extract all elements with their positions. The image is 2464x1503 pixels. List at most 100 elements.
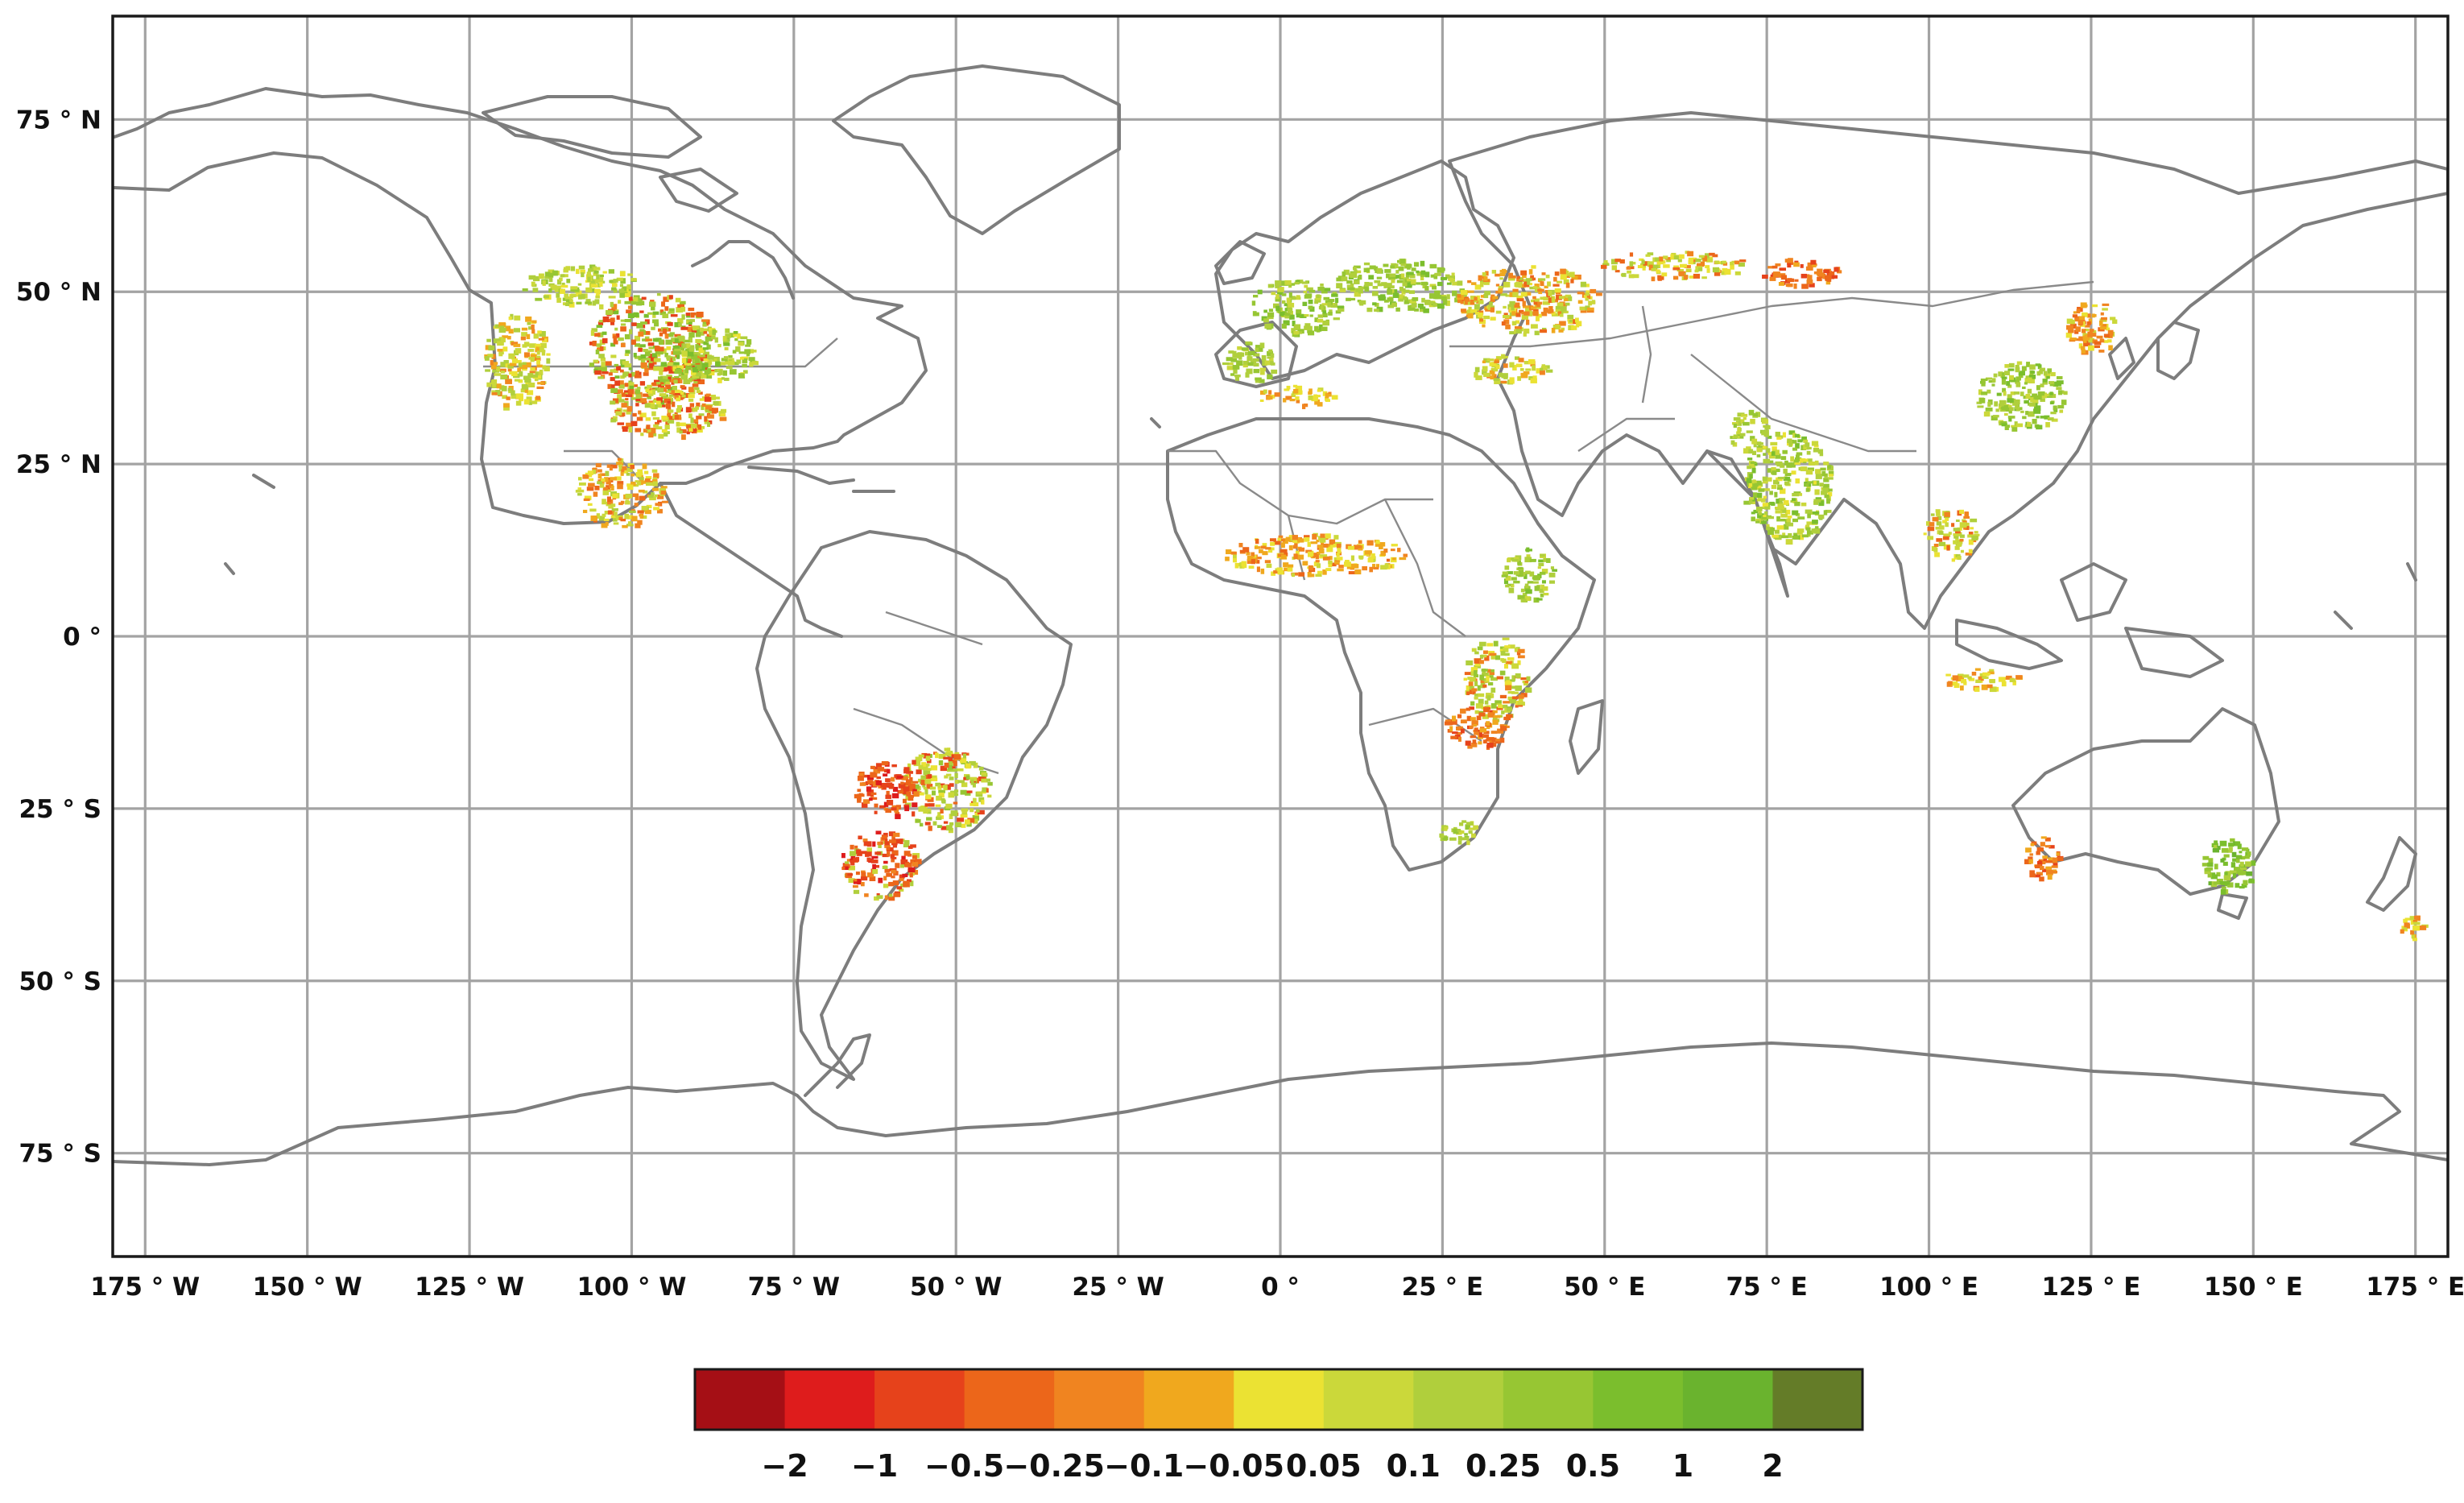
colorbar-frame: [693, 1368, 1864, 1431]
data-pixel: [1460, 728, 1465, 734]
lon-tick-label: 100 ° E: [1879, 1273, 1978, 1302]
data-pixel: [1509, 292, 1515, 297]
data-pixel: [935, 752, 939, 759]
data-pixel: [657, 387, 664, 393]
data-pixel: [1766, 477, 1772, 482]
data-pixel: [1283, 562, 1289, 568]
data-pixel: [666, 355, 671, 362]
colorbar-tick-label: 0.5: [1566, 1448, 1620, 1484]
data-pixel: [2007, 384, 2012, 388]
data-pixel: [695, 355, 702, 360]
data-pixel: [879, 841, 883, 845]
data-pixel: [733, 331, 738, 334]
data-pixel: [2022, 386, 2026, 389]
data-pixel: [657, 508, 663, 514]
data-pixel: [1967, 676, 1972, 680]
data-pixel: [877, 767, 885, 772]
data-pixel: [1417, 303, 1424, 308]
data-pixel: [1486, 675, 1494, 678]
data-pixel: [1399, 557, 1407, 561]
data-pixel: [1528, 269, 1533, 275]
data-pixel: [640, 398, 647, 404]
data-pixel: [1317, 287, 1325, 292]
data-pixel: [496, 366, 501, 372]
data-pixel: [1772, 470, 1777, 475]
data-pixel: [503, 405, 510, 411]
data-pixel: [1628, 274, 1635, 279]
data-pixel: [972, 814, 980, 821]
data-pixel: [892, 832, 900, 838]
axis-tick-labels: 175 ° W 150 ° W 125 ° W 100 ° W 75 ° W 50 ° W…: [16, 106, 2464, 1302]
data-pixel: [559, 277, 563, 282]
data-pixel: [1516, 295, 1523, 300]
data-pixel: [1533, 597, 1540, 603]
data-pixel: [546, 353, 551, 356]
data-pixel: [1531, 265, 1536, 269]
data-pixel: [701, 319, 709, 322]
colorbar: −2 −1 −0.5 −0.25 −0.1 −0.05 0.05 0.1 0.25 0.5 1 2: [693, 1368, 1864, 1484]
data-pixel: [1755, 486, 1762, 490]
data-pixel: [647, 366, 655, 371]
data-pixel: [1930, 513, 1935, 516]
data-pixel: [1960, 676, 1965, 680]
data-pixel: [1468, 830, 1473, 834]
data-pixel: [486, 338, 491, 342]
colorbar-swatch: [1323, 1369, 1414, 1430]
data-pixel: [896, 886, 903, 890]
data-pixel: [626, 484, 634, 491]
data-pixel: [527, 382, 535, 388]
data-pixel: [1372, 302, 1377, 306]
data-pixel: [1746, 478, 1752, 483]
data-pixel: [1953, 536, 1959, 539]
data-pixel: [1283, 398, 1287, 403]
data-pixel: [1402, 281, 1408, 287]
data-pixel: [1485, 271, 1489, 276]
data-pixel: [601, 523, 608, 528]
data-pixel: [619, 271, 626, 277]
data-pixel: [1320, 554, 1328, 557]
data-pixel: [1366, 282, 1373, 287]
data-pixel: [633, 313, 639, 317]
data-pixel: [1503, 701, 1510, 704]
data-pixel: [1827, 491, 1833, 497]
data-pixel: [907, 867, 916, 873]
data-pixel: [702, 321, 706, 326]
data-pixel: [1783, 468, 1788, 474]
data-pixel: [926, 809, 932, 814]
data-pixel: [718, 369, 723, 375]
data-pixel: [1787, 263, 1792, 268]
data-pixel: [2232, 872, 2237, 879]
data-pixel: [502, 346, 508, 352]
data-pixel: [593, 279, 599, 284]
data-pixel: [486, 382, 492, 387]
data-pixel: [1269, 538, 1276, 542]
data-pixel: [624, 363, 632, 368]
data-pixel: [701, 373, 707, 379]
data-pixel: [699, 356, 707, 359]
data-pixel: [1505, 294, 1511, 297]
data-pixel: [2091, 333, 2097, 337]
data-pixel: [627, 521, 632, 526]
data-pixel: [1480, 295, 1484, 298]
data-pixel: [1251, 360, 1257, 364]
data-pixel: [928, 826, 932, 831]
data-pixel: [2230, 862, 2236, 868]
data-pixel: [2011, 427, 2018, 432]
data-pixel: [1677, 259, 1682, 263]
data-pixel: [1399, 259, 1405, 264]
data-pixel: [1508, 557, 1515, 561]
data-pixel: [1350, 555, 1355, 561]
data-pixel: [910, 844, 916, 848]
data-pixel: [1963, 515, 1970, 519]
data-pixel: [728, 355, 733, 358]
data-pixel: [1565, 282, 1570, 288]
data-pixel: [852, 851, 858, 855]
data-pixel: [853, 889, 860, 894]
data-pixel: [866, 841, 872, 847]
data-pixel: [2410, 930, 2415, 935]
data-pixel: [686, 350, 694, 357]
data-pixel: [1495, 356, 1502, 361]
data-pixel: [1339, 288, 1346, 292]
data-pixel: [714, 337, 718, 343]
data-pixel: [927, 768, 932, 772]
